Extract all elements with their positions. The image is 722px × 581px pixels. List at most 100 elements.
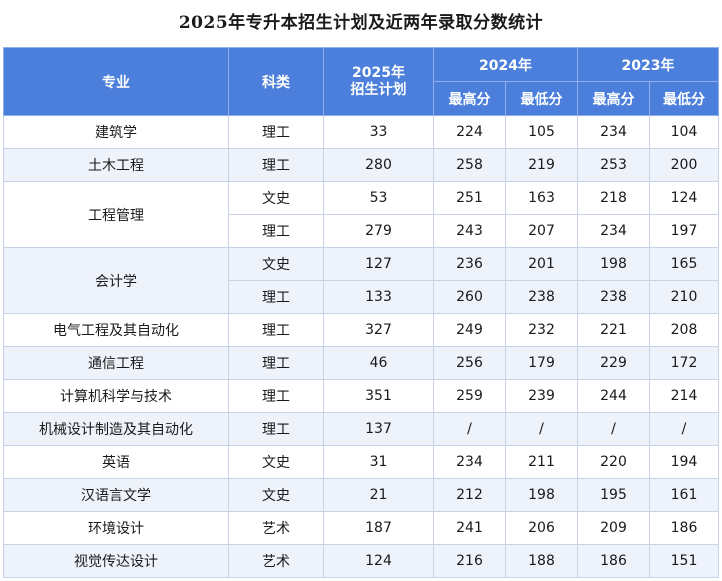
min-2024-cell: 239	[505, 379, 578, 413]
major-name-cell: 英语	[3, 445, 229, 479]
table-row: 英语 文史 31 234 211 220 194	[3, 445, 719, 479]
category-cell: 理工	[228, 313, 324, 347]
major-name-cell: 机械设计制造及其自动化	[3, 412, 229, 446]
table-body: 建筑学 理工 33 224 105 234 104 土木工程 理工 280 258 219 253 200…	[3, 115, 719, 578]
min-2024-cell: 232	[505, 313, 578, 347]
category-cell: 艺术	[228, 511, 324, 545]
min-2023-cell: 210	[649, 280, 719, 314]
plan-cell: 124	[323, 544, 434, 578]
min-2023-cell: 194	[649, 445, 719, 479]
table-row: 汉语言文学 文史 21 212 198 195 161	[3, 478, 719, 512]
min-2023-cell: 197	[649, 214, 719, 248]
header-plan-line1: 2025年	[352, 64, 405, 81]
min-2023-cell: /	[649, 412, 719, 446]
max-2024-cell: 256	[433, 346, 506, 380]
min-2023-cell: 186	[649, 511, 719, 545]
max-2023-cell: 218	[577, 181, 650, 215]
admission-score-table: 专业 科类 2025年 招生计划 2024年 2023年 最高分 最低分 最高分…	[3, 47, 719, 578]
header-plan: 2025年 招生计划	[323, 47, 434, 116]
min-2024-cell: 163	[505, 181, 578, 215]
max-2023-cell: 234	[577, 214, 650, 248]
table-row: 环境设计 艺术 187 241 206 209 186	[3, 511, 719, 545]
plan-cell: 351	[323, 379, 434, 413]
major-name-cell: 环境设计	[3, 511, 229, 545]
header-year-2023: 2023年	[577, 47, 719, 82]
min-2023-cell: 200	[649, 148, 719, 182]
header-year-2024: 2024年	[433, 47, 578, 82]
min-2024-cell: 179	[505, 346, 578, 380]
max-2023-cell: 209	[577, 511, 650, 545]
max-2024-cell: 224	[433, 115, 506, 149]
category-cell: 理工	[228, 379, 324, 413]
header-category: 科类	[228, 47, 324, 116]
max-2023-cell: 195	[577, 478, 650, 512]
max-2024-cell: 243	[433, 214, 506, 248]
max-2024-cell: 236	[433, 247, 506, 281]
header-min-2024: 最低分	[505, 81, 578, 116]
max-2024-cell: 212	[433, 478, 506, 512]
max-2023-cell: 220	[577, 445, 650, 479]
plan-cell: 33	[323, 115, 434, 149]
min-2024-cell: 207	[505, 214, 578, 248]
category-cell: 理工	[228, 412, 324, 446]
table-row: 土木工程 理工 280 258 219 253 200	[3, 148, 719, 182]
plan-cell: 127	[323, 247, 434, 281]
min-2023-cell: 172	[649, 346, 719, 380]
min-2023-cell: 214	[649, 379, 719, 413]
category-cell: 文史	[228, 445, 324, 479]
category-cell: 文史	[228, 247, 324, 281]
max-2023-cell: /	[577, 412, 650, 446]
plan-cell: 53	[323, 181, 434, 215]
min-2023-cell: 208	[649, 313, 719, 347]
header-max-2023: 最高分	[577, 81, 650, 116]
major-name-cell: 工程管理	[3, 181, 229, 248]
min-2023-cell: 124	[649, 181, 719, 215]
max-2023-cell: 244	[577, 379, 650, 413]
header-major: 专业	[3, 47, 229, 116]
min-2024-cell: 206	[505, 511, 578, 545]
min-2024-cell: 238	[505, 280, 578, 314]
min-2023-cell: 151	[649, 544, 719, 578]
major-name-cell: 计算机科学与技术	[3, 379, 229, 413]
min-2023-cell: 104	[649, 115, 719, 149]
table-header: 专业 科类 2025年 招生计划 2024年 2023年 最高分 最低分 最高分…	[3, 47, 719, 116]
table-row: 视觉传达设计 艺术 124 216 188 186 151	[3, 544, 719, 578]
header-min-2023: 最低分	[649, 81, 719, 116]
plan-cell: 327	[323, 313, 434, 347]
max-2024-cell: 249	[433, 313, 506, 347]
max-2023-cell: 229	[577, 346, 650, 380]
major-name-cell: 会计学	[3, 247, 229, 314]
category-cell: 理工	[228, 346, 324, 380]
min-2024-cell: /	[505, 412, 578, 446]
major-name-cell: 视觉传达设计	[3, 544, 229, 578]
category-cell: 理工	[228, 148, 324, 182]
min-2024-cell: 201	[505, 247, 578, 281]
table-row: 理工 279 243 207 234 197	[4, 214, 719, 248]
category-cell: 理工	[228, 115, 324, 149]
plan-cell: 280	[323, 148, 434, 182]
max-2023-cell: 253	[577, 148, 650, 182]
major-name-cell: 建筑学	[3, 115, 229, 149]
max-2023-cell: 198	[577, 247, 650, 281]
plan-cell: 46	[323, 346, 434, 380]
max-2023-cell: 238	[577, 280, 650, 314]
min-2024-cell: 105	[505, 115, 578, 149]
max-2023-cell: 221	[577, 313, 650, 347]
category-cell: 文史	[228, 181, 324, 215]
min-2024-cell: 219	[505, 148, 578, 182]
table-row: 电气工程及其自动化 理工 327 249 232 221 208	[3, 313, 719, 347]
table-row: 机械设计制造及其自动化 理工 137// / /	[3, 412, 719, 446]
plan-cell: 187	[323, 511, 434, 545]
major-name-cell: 土木工程	[3, 148, 229, 182]
max-2024-cell: 241	[433, 511, 506, 545]
min-2024-cell: 188	[505, 544, 578, 578]
table-row: 理工 133 260 238 238 210	[4, 280, 719, 314]
major-name-cell: 汉语言文学	[3, 478, 229, 512]
max-2024-cell: 251	[433, 181, 506, 215]
max-2024-cell: 260	[433, 280, 506, 314]
major-name-cell: 电气工程及其自动化	[3, 313, 229, 347]
plan-cell: 31	[323, 445, 434, 479]
major-name-cell: 通信工程	[3, 346, 229, 380]
plan-cell: 137	[323, 412, 434, 446]
